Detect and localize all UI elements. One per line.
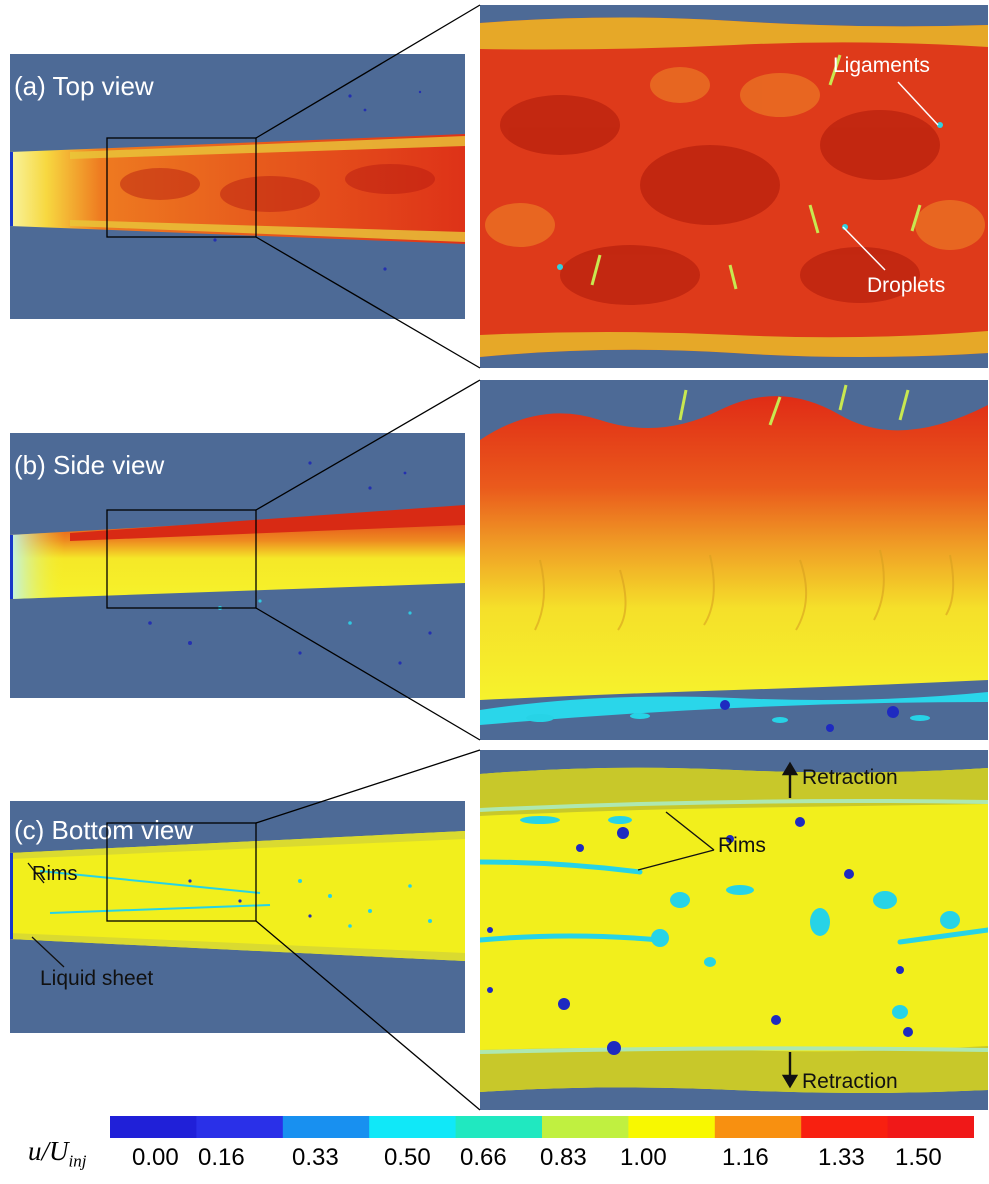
rims-left-annotation: Rims [32, 863, 78, 885]
ligaments-annotation: Ligaments [833, 54, 930, 77]
colorbar-tick-9: 1.50 [895, 1144, 942, 1171]
bottom-view-zoom-box [106, 822, 257, 922]
colorbar-variable-subscript: inj [68, 1151, 87, 1171]
colorbar-tick-7: 1.16 [722, 1144, 769, 1171]
rims-zoom-annotation: Rims [718, 834, 766, 857]
colorbar-swatches [110, 1116, 975, 1138]
top-view-jet [10, 90, 465, 271]
top-view-zoom-jet [480, 17, 988, 357]
colorbar [110, 1116, 975, 1138]
side-view-jet [10, 461, 465, 665]
colorbar-tick-4: 0.66 [460, 1144, 507, 1171]
colorbar-swatch [801, 1116, 889, 1138]
colorbar-swatch [714, 1116, 802, 1138]
colorbar-swatch [369, 1116, 457, 1138]
colorbar-swatch [628, 1116, 716, 1138]
colorbar-tick-6: 1.00 [620, 1144, 667, 1171]
colorbar-tick-8: 1.33 [818, 1144, 865, 1171]
top-view-zoom-box [106, 137, 257, 238]
retraction-top-annotation: Retraction [802, 766, 898, 789]
colorbar-swatch [196, 1116, 284, 1138]
side-view-zoom-panel [480, 380, 988, 740]
colorbar-swatch [282, 1116, 370, 1138]
side-view-zoom-jet [480, 384, 988, 732]
colorbar-swatch [887, 1116, 975, 1138]
colorbar-swatch [455, 1116, 543, 1138]
colorbar-tick-5: 0.83 [540, 1144, 587, 1171]
colorbar-variable-main: u/U [28, 1136, 69, 1166]
colorbar-tick-1: 0.16 [198, 1144, 245, 1171]
droplets-annotation: Droplets [867, 274, 946, 297]
side-view-zoom-box [106, 509, 257, 609]
colorbar-swatch [542, 1116, 629, 1138]
bottom-view-jet [10, 831, 465, 968]
colorbar-swatch [110, 1116, 197, 1138]
colorbar-tick-3: 0.50 [384, 1144, 431, 1171]
liquid-sheet-annotation: Liquid sheet [40, 967, 154, 990]
bottom-view-overview-panel: (c) Bottom view Rims Liquid sheet [10, 801, 465, 1033]
bottom-view-label: (c) Bottom view [14, 815, 194, 845]
colorbar-tick-2: 0.33 [292, 1144, 339, 1171]
bottom-view-zoom-jet [480, 761, 988, 1093]
bottom-view-zoom-panel: Rims Retraction Retraction [480, 750, 988, 1110]
side-view-label: (b) Side view [14, 450, 165, 480]
top-view-label: (a) Top view [14, 71, 154, 101]
colorbar-tick-0: 0.00 [132, 1144, 179, 1171]
retraction-bottom-annotation: Retraction [802, 1070, 898, 1093]
top-view-overview-panel: (a) Top view [10, 54, 465, 319]
colorbar-variable: u/Uinj [28, 1136, 86, 1171]
top-view-zoom-panel: Ligaments Droplets [480, 5, 988, 368]
side-view-overview-panel: (b) Side view [10, 433, 465, 698]
